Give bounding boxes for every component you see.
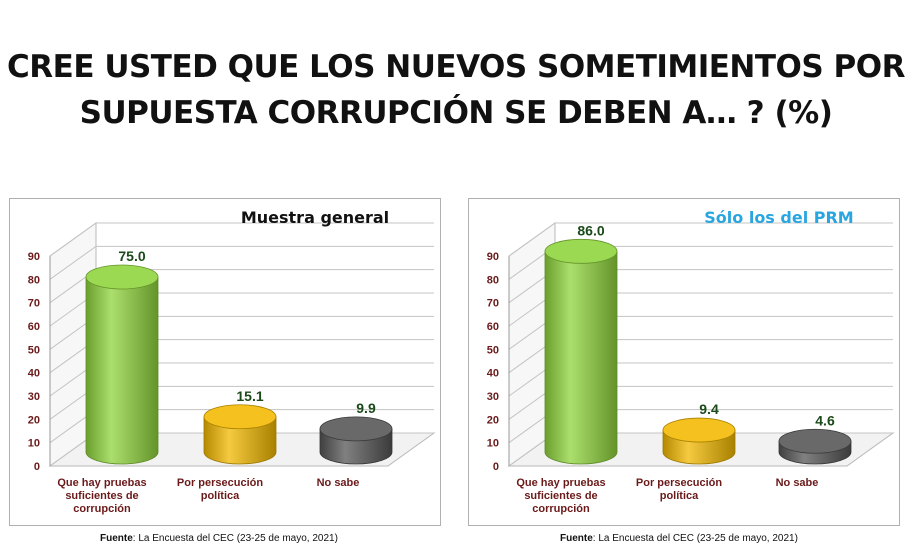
chart-panel-general: 0 10 20 30 40 50 60 70 80 90 75.0 15.1 9.9 Que hay pr… — [9, 198, 441, 526]
y-tick-label: 20 — [487, 414, 499, 426]
bar-top — [779, 429, 851, 453]
chart-panel-prm: 0 10 20 30 40 50 60 70 80 90 86.0 9.4 4.6 Que hay pru… — [468, 198, 900, 526]
bar-top — [86, 265, 158, 289]
y-tick-label: 0 — [34, 461, 40, 473]
y-tick-label: 0 — [493, 461, 499, 473]
category-label: No sabe — [317, 477, 360, 489]
bar — [663, 418, 735, 464]
bar — [779, 429, 851, 464]
bar — [86, 265, 158, 464]
chart-svg-prm: 0 10 20 30 40 50 60 70 80 90 86.0 9.4 4.6 Que hay pru… — [469, 199, 899, 525]
category-label: Que hay pruebas suficientes de corrupción — [57, 477, 146, 515]
y-tick-label: 90 — [487, 251, 499, 263]
y-tick-label: 20 — [28, 414, 40, 426]
y-tick-label: 90 — [28, 251, 40, 263]
title-line-1: CREE USTED QUE LOS NUEVOS SOMETIMIENTOS … — [0, 44, 912, 90]
data-label: 15.1 — [236, 388, 263, 404]
y-tick-label: 70 — [487, 298, 499, 310]
source-note-right: Fuente: La Encuesta del CEC (23-25 de ma… — [560, 533, 798, 544]
bar-top — [320, 417, 392, 441]
bar — [204, 405, 276, 464]
source-note-left: Fuente: La Encuesta del CEC (23-25 de ma… — [100, 533, 338, 544]
bar — [545, 239, 617, 464]
chart-title: Muestra general — [241, 208, 389, 227]
bar — [320, 417, 392, 464]
bar-top — [204, 405, 276, 429]
bar-body — [545, 251, 617, 464]
y-tick-label: 70 — [28, 298, 40, 310]
y-tick-label: 30 — [487, 391, 499, 403]
y-tick-label: 80 — [28, 274, 40, 286]
y-tick-label: 10 — [487, 438, 499, 450]
data-label: 4.6 — [815, 412, 835, 428]
category-label: Que hay pruebas suficientes de corrupción — [516, 477, 605, 515]
chart-title: Sólo los del PRM — [704, 208, 853, 227]
source-label: Fuente — [560, 533, 593, 544]
data-label: 86.0 — [577, 222, 604, 238]
category-label: Por persecución política — [636, 477, 722, 502]
title-line-2: SUPUESTA CORRUPCIÓN SE DEBEN A… ? (%) — [0, 90, 912, 136]
source-text: : La Encuesta del CEC (23-25 de mayo, 20… — [133, 533, 338, 544]
data-label: 9.9 — [356, 400, 376, 416]
y-tick-label: 10 — [28, 438, 40, 450]
bar-top — [545, 239, 617, 263]
category-label: Por persecución política — [177, 477, 263, 502]
gridline — [50, 223, 434, 256]
bar-top — [663, 418, 735, 442]
category-label: No sabe — [776, 477, 819, 489]
source-label: Fuente — [100, 533, 133, 544]
y-tick-label: 30 — [28, 391, 40, 403]
data-label: 9.4 — [699, 401, 719, 417]
y-tick-label: 40 — [487, 368, 499, 380]
y-tick-label: 60 — [487, 321, 499, 333]
page-title: CREE USTED QUE LOS NUEVOS SOMETIMIENTOS … — [0, 44, 912, 136]
chart-svg-general: 0 10 20 30 40 50 60 70 80 90 75.0 15.1 9.9 Que hay pr… — [10, 199, 440, 525]
y-tick-label: 80 — [487, 274, 499, 286]
y-tick-label: 60 — [28, 321, 40, 333]
bar-body — [86, 277, 158, 464]
y-tick-label: 40 — [28, 368, 40, 380]
y-tick-label: 50 — [487, 344, 499, 356]
data-label: 75.0 — [118, 248, 145, 264]
y-tick-label: 50 — [28, 344, 40, 356]
source-text: : La Encuesta del CEC (23-25 de mayo, 20… — [593, 533, 798, 544]
